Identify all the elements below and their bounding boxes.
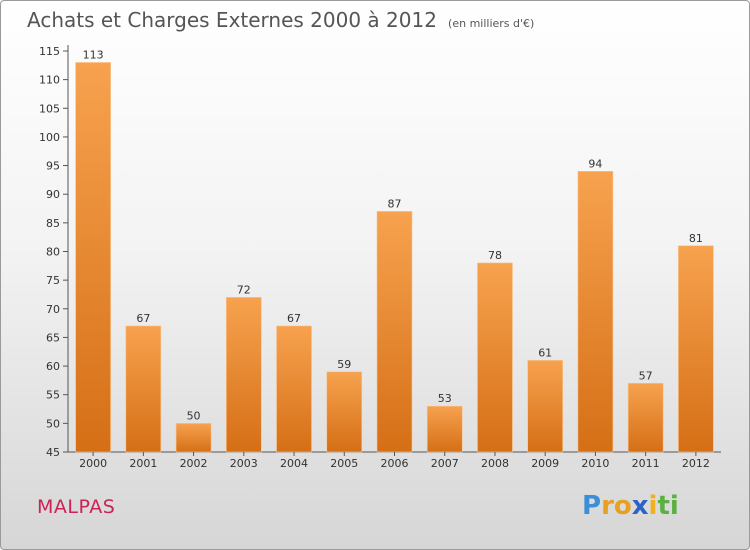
y-tick-label: 95 bbox=[46, 160, 60, 173]
bar-2006 bbox=[376, 211, 413, 453]
bar-2004 bbox=[276, 325, 312, 453]
logo-letter: t bbox=[657, 491, 670, 521]
y-tick-label: 105 bbox=[39, 102, 60, 115]
logo-letter: x bbox=[631, 491, 649, 521]
y-tick-label: 100 bbox=[39, 131, 60, 144]
bar-2002 bbox=[175, 423, 212, 453]
x-tick-label-2012: 2012 bbox=[682, 457, 710, 470]
x-tick-label-2006: 2006 bbox=[381, 457, 409, 470]
value-label-2004: 67 bbox=[287, 312, 301, 325]
y-tick-label: 110 bbox=[39, 74, 60, 87]
x-tick-label-2000: 2000 bbox=[79, 457, 107, 470]
x-tick-label-2005: 2005 bbox=[330, 457, 358, 470]
x-tick-label-2004: 2004 bbox=[280, 457, 308, 470]
logo-letter: r bbox=[601, 491, 614, 521]
value-label-2007: 53 bbox=[438, 392, 452, 405]
bar-2001 bbox=[125, 325, 162, 453]
value-label-2006: 87 bbox=[388, 197, 402, 210]
bar-2007 bbox=[426, 405, 463, 453]
y-tick-label: 80 bbox=[46, 246, 60, 259]
bar-2000 bbox=[75, 62, 111, 453]
x-tick-label-2008: 2008 bbox=[481, 457, 509, 470]
value-label-2009: 61 bbox=[538, 346, 552, 359]
y-tick-label: 45 bbox=[46, 446, 60, 459]
y-tick-label: 90 bbox=[46, 188, 60, 201]
bar-2005 bbox=[326, 371, 363, 453]
y-tick-label: 55 bbox=[46, 389, 60, 402]
value-label-2002: 50 bbox=[187, 409, 201, 422]
value-label-2001: 67 bbox=[136, 312, 150, 325]
x-tick-label-2010: 2010 bbox=[581, 457, 609, 470]
value-label-2010: 94 bbox=[588, 157, 602, 170]
value-label-2011: 57 bbox=[639, 369, 653, 382]
value-label-2008: 78 bbox=[488, 249, 502, 262]
chart-title-text: Achats et Charges Externes 2000 à 2012 bbox=[27, 8, 437, 32]
bar-2012 bbox=[678, 245, 714, 453]
x-tick-label-2002: 2002 bbox=[180, 457, 208, 470]
y-tick-label: 85 bbox=[46, 217, 60, 230]
value-label-2012: 81 bbox=[689, 232, 703, 245]
bar-2009 bbox=[527, 360, 563, 453]
y-tick-label: 70 bbox=[46, 303, 60, 316]
value-label-2005: 59 bbox=[337, 358, 351, 371]
logo-letter: i bbox=[669, 491, 679, 521]
chart-unit: (en milliers d'€) bbox=[448, 17, 535, 30]
x-tick-label-2007: 2007 bbox=[431, 457, 459, 470]
logo-letter: i bbox=[648, 491, 658, 521]
y-tick-label: 65 bbox=[46, 331, 60, 344]
x-tick-label-2009: 2009 bbox=[531, 457, 559, 470]
bar-2011 bbox=[627, 382, 664, 453]
value-label-2003: 72 bbox=[237, 283, 251, 296]
logo-letter: o bbox=[613, 491, 632, 521]
bar-2003 bbox=[226, 297, 262, 453]
y-tick-label: 75 bbox=[46, 274, 60, 287]
proxiti-logo: Proxiti bbox=[582, 491, 679, 521]
x-tick-label-2001: 2001 bbox=[129, 457, 157, 470]
bar-2010 bbox=[577, 171, 614, 453]
y-tick-label: 60 bbox=[46, 360, 60, 373]
value-label-2000: 113 bbox=[83, 48, 104, 61]
logo-letter: P bbox=[582, 491, 602, 521]
bar-2008 bbox=[477, 262, 513, 453]
x-tick-label-2011: 2011 bbox=[632, 457, 660, 470]
commune-name: MALPAS bbox=[37, 496, 116, 518]
x-tick-label-2003: 2003 bbox=[230, 457, 258, 470]
chart-title: Achats et Charges Externes 2000 à 2012 (… bbox=[27, 8, 534, 32]
y-tick-label: 115 bbox=[39, 45, 60, 58]
y-tick-label: 50 bbox=[46, 417, 60, 430]
